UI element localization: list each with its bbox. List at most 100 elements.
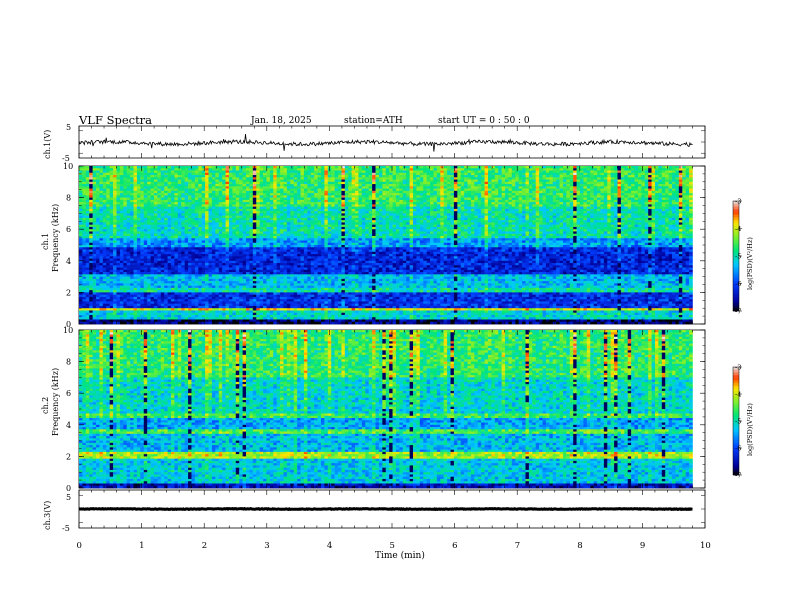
spectrogram-cell xyxy=(399,213,403,216)
spectrogram-cell xyxy=(403,171,407,174)
spectrogram-cell xyxy=(478,200,482,203)
spectrogram-cell xyxy=(168,184,172,187)
spectrogram-cell xyxy=(563,180,567,183)
spectrogram-cell xyxy=(280,182,284,185)
spectrogram-cell xyxy=(147,211,151,214)
spectrogram-cell xyxy=(185,166,189,169)
spectrogram-cell xyxy=(314,200,318,203)
spectrogram-cell xyxy=(566,182,570,185)
spectrogram-cell xyxy=(420,166,424,169)
spectrogram-cell xyxy=(648,213,652,216)
spectrogram-cell xyxy=(376,222,380,225)
spectrogram-cell xyxy=(270,184,274,187)
spectrogram-cell xyxy=(120,207,124,210)
spectrogram-cell xyxy=(130,218,134,221)
spectrogram-cell xyxy=(396,189,400,192)
spectrogram-cell xyxy=(416,204,420,207)
spectrogram-cell xyxy=(689,200,693,203)
spectrogram-cell xyxy=(478,211,482,214)
spectrogram-cell xyxy=(355,209,359,212)
spectrogram-cell xyxy=(120,227,124,230)
spectrogram-cell xyxy=(669,218,673,221)
spectrogram-cell xyxy=(444,200,448,203)
spectrogram-cell xyxy=(560,186,564,189)
spectrogram-cell xyxy=(137,195,141,198)
spectrogram-cell xyxy=(120,189,124,192)
spectrogram-cell xyxy=(144,168,148,171)
spectrogram-cell xyxy=(597,222,601,225)
spectrogram-cell xyxy=(641,225,645,228)
spectrogram-cell xyxy=(130,200,134,203)
spectrogram-cell xyxy=(618,168,622,171)
spectrogram-cell xyxy=(553,195,557,198)
spectrogram-cell xyxy=(301,220,305,223)
spectrogram-cell xyxy=(611,186,615,189)
spectrogram-cell xyxy=(454,216,458,219)
spectrogram-cell xyxy=(362,222,366,225)
spectrogram-cell xyxy=(556,209,560,212)
spectrogram-cell xyxy=(249,220,253,223)
spectrogram-cell xyxy=(614,202,618,205)
spectrogram-cell xyxy=(481,204,485,207)
spectrogram-cell xyxy=(461,220,465,223)
spectrogram-cell xyxy=(461,182,465,185)
spectrogram-cell xyxy=(393,186,397,189)
spectrogram-cell xyxy=(665,200,669,203)
spectrogram-cell xyxy=(144,198,148,201)
spectrogram-cell xyxy=(468,207,472,210)
spectrogram-cell xyxy=(618,182,622,185)
spectrogram-cell xyxy=(154,213,158,216)
spectrogram-cell xyxy=(202,222,206,225)
spectrogram-cell xyxy=(543,198,547,201)
spectrogram-cell xyxy=(658,182,662,185)
spectrogram-cell xyxy=(652,216,656,219)
spectrogram-cell xyxy=(324,195,328,198)
spectrogram-cell xyxy=(491,184,495,187)
spectrogram-cell xyxy=(662,207,666,210)
spectrogram-cell xyxy=(587,189,591,192)
spectrogram-cell xyxy=(348,225,352,228)
spectrogram-cell xyxy=(403,200,407,203)
spectrogram-cell xyxy=(168,213,172,216)
spectrogram-cell xyxy=(403,198,407,201)
spectrogram-cell xyxy=(188,213,192,216)
spectrogram-cell xyxy=(502,213,506,216)
spectrogram-cell xyxy=(321,180,325,183)
spectrogram-cell xyxy=(321,186,325,189)
spectrogram-cell xyxy=(573,211,577,214)
spectrogram-cell xyxy=(570,186,574,189)
spectrogram-cell xyxy=(287,168,291,171)
spectrogram-cell xyxy=(120,177,124,180)
spectrogram-cell xyxy=(297,173,301,176)
spectrogram-cell xyxy=(202,184,206,187)
spectrogram-cell xyxy=(341,220,345,223)
spectrogram-cell xyxy=(188,195,192,198)
spectrogram-cell xyxy=(222,209,226,212)
spectrogram-cell xyxy=(171,225,175,228)
spectrogram-cell xyxy=(444,193,448,196)
spectrogram-cell xyxy=(147,168,151,171)
spectrogram-cell xyxy=(645,168,649,171)
spectrogram-cell xyxy=(266,177,270,180)
spectrogram-cell xyxy=(638,168,642,171)
spectrogram-cell xyxy=(546,225,550,228)
spectrogram-cell xyxy=(151,184,155,187)
spectrogram-cell xyxy=(134,216,138,219)
spectrogram-cell xyxy=(103,186,107,189)
spectrogram-cell xyxy=(560,171,564,174)
spectrogram-cell xyxy=(86,195,90,198)
spectrogram-cell xyxy=(474,186,478,189)
spectrogram-cell xyxy=(188,222,192,225)
spectrogram-cell xyxy=(604,166,608,169)
spectrogram-cell xyxy=(120,204,124,207)
spectrogram-cell xyxy=(675,189,679,192)
spectrogram-cell xyxy=(631,168,635,171)
spectrogram-cell xyxy=(318,166,322,169)
spectrogram-cell xyxy=(686,220,690,223)
spectrogram-cell xyxy=(485,166,489,169)
spectrogram-cell xyxy=(655,191,659,194)
spectrogram-cell xyxy=(358,202,362,205)
spectrogram-cell xyxy=(287,173,291,176)
spectrogram-cell xyxy=(525,220,529,223)
spectrogram-cell xyxy=(495,220,499,223)
